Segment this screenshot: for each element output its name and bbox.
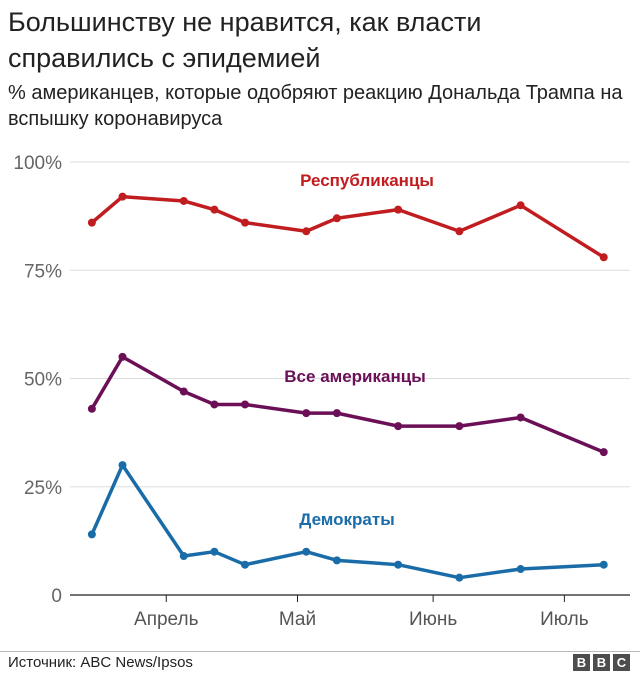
data-point: [302, 227, 311, 236]
gridlines: 0 25% 50% 75% 100%: [13, 153, 630, 607]
data-point: [599, 560, 608, 569]
series-line: [90, 194, 606, 260]
data-point: [87, 530, 96, 539]
data-point: [516, 565, 525, 574]
data-point: [179, 552, 188, 561]
data-point: [210, 400, 219, 409]
data-point: [332, 556, 341, 565]
series-label: Демократы: [299, 510, 394, 529]
data-point: [210, 205, 219, 214]
footer: Источник: ABC News/Ipsos B B C: [0, 651, 640, 673]
data-point: [210, 547, 219, 556]
bbc-logo-letter: B: [573, 654, 590, 671]
series-label: Все американцы: [284, 367, 425, 386]
data-point: [455, 422, 464, 431]
y-tick-label: 75%: [24, 261, 62, 282]
data-point: [394, 560, 403, 569]
x-axis-ticks: Апрель Май Июнь Июль: [134, 595, 589, 630]
series-lines: [87, 192, 608, 582]
y-tick-label: 25%: [24, 478, 62, 499]
data-point: [516, 201, 525, 210]
series-labels: Республиканцы Все американцы Демократы: [284, 171, 434, 529]
source-note: Источник: ABC News/Ipsos: [8, 654, 193, 671]
series-label: Республиканцы: [300, 171, 434, 190]
bbc-logo: B B C: [573, 654, 630, 671]
data-point: [241, 560, 249, 569]
data-point: [455, 227, 464, 236]
y-tick-label: 50%: [24, 370, 62, 391]
x-tick-label: Июль: [540, 609, 589, 630]
data-point: [118, 352, 127, 361]
y-tick-label: 0: [51, 586, 62, 607]
bbc-logo-letter: B: [593, 654, 610, 671]
data-point: [87, 218, 96, 227]
data-point: [599, 448, 608, 457]
data-point: [179, 387, 188, 396]
data-point: [455, 573, 464, 582]
chart-title: Большинству не нравится, как власти спра…: [8, 7, 482, 73]
chart-subtitle: % американцев, которые одобряют реакцию …: [8, 82, 623, 130]
data-point: [332, 409, 341, 418]
footer-divider: [0, 651, 640, 652]
data-point: [394, 422, 403, 431]
y-tick-label: 100%: [13, 153, 62, 174]
data-point: [302, 409, 311, 418]
data-point: [118, 192, 127, 201]
data-point: [241, 218, 249, 227]
x-tick-label: Май: [279, 609, 316, 630]
x-tick-label: Июнь: [409, 609, 457, 630]
data-point: [179, 196, 188, 205]
data-point: [241, 400, 249, 409]
bbc-logo-letter: C: [613, 654, 630, 671]
data-point: [599, 253, 608, 262]
data-point: [87, 404, 96, 413]
line-chart: 0 25% 50% 75% 100% Апрель Май Июнь Июль Республ…: [13, 153, 630, 630]
x-tick-label: Апрель: [134, 609, 199, 630]
data-point: [332, 214, 341, 223]
data-point: [302, 547, 311, 556]
data-point: [394, 205, 403, 214]
data-point: [516, 413, 525, 422]
data-point: [118, 461, 127, 470]
